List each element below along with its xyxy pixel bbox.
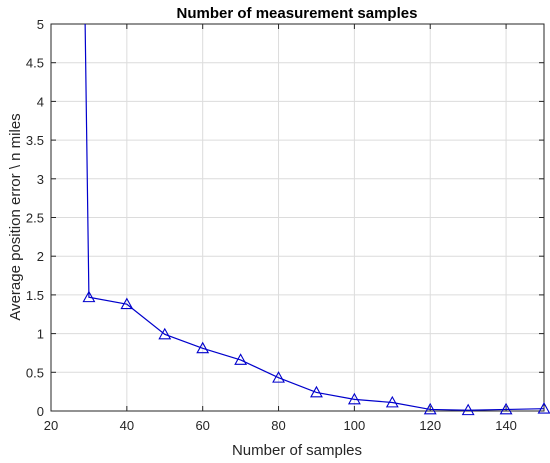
x-tick-label: 60: [195, 418, 209, 433]
y-tick-label: 2: [37, 249, 44, 264]
x-tick-label: 140: [495, 418, 517, 433]
x-tick-label: 100: [344, 418, 366, 433]
data-point-marker: [537, 402, 550, 414]
y-tick-label: 0: [37, 404, 44, 419]
data-point-marker: [196, 341, 210, 354]
data-point-marker: [82, 290, 96, 303]
data-point-marker: [272, 371, 285, 383]
grid-lines: [50, 23, 544, 412]
series-layer: [82, 23, 550, 416]
data-point-marker: [347, 392, 361, 405]
data-point-marker: [423, 402, 437, 415]
x-axis-label: Number of samples: [232, 442, 362, 459]
data-point-marker: [158, 327, 172, 340]
series-line: [84, 23, 545, 411]
y-tick-label: 1: [37, 327, 44, 342]
data-point-marker: [385, 395, 399, 408]
data-point-marker: [461, 403, 475, 416]
y-tick-label: 2.5: [26, 211, 44, 226]
axis-ticks: 20 40 60 80 100 120 140 0 0.5 1 1.5 2 2.5 3 3.5 4 4.5 5: [26, 17, 544, 433]
data-point-marker: [120, 297, 134, 310]
y-tick-label: 4: [37, 94, 44, 109]
x-tick-label: 40: [120, 418, 134, 433]
y-tick-label: 0.5: [26, 365, 44, 380]
x-tick-label: 80: [271, 418, 285, 433]
data-point-marker: [310, 385, 323, 398]
x-tick-label: 20: [44, 418, 58, 433]
data-point-marker: [234, 353, 248, 365]
y-tick-label: 1.5: [26, 288, 44, 303]
y-tick-label: 3.5: [26, 133, 44, 148]
data-point-marker: [499, 402, 513, 415]
y-axis-label: Average position error \ n miles: [7, 113, 24, 320]
x-tick-label: 120: [419, 418, 441, 433]
y-tick-label: 5: [37, 17, 44, 32]
y-tick-label: 4.5: [26, 56, 44, 71]
chart-title: Number of measurement samples: [177, 5, 418, 22]
y-tick-label: 3: [37, 172, 44, 187]
